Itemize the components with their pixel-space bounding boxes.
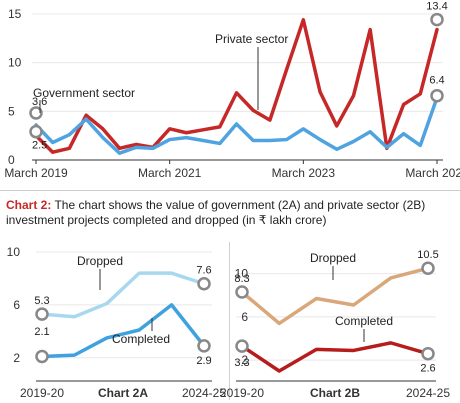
chart2-caption: Chart 2: The chart shows the value of go… bbox=[6, 198, 456, 228]
government-start-marker bbox=[29, 106, 43, 120]
completed-label: Completed bbox=[335, 314, 393, 328]
section-divider bbox=[0, 190, 460, 191]
y-tick-label: 0 bbox=[8, 153, 15, 167]
y-tick-label: 6 bbox=[241, 310, 248, 324]
completed-label: Completed bbox=[112, 332, 170, 346]
completed-line bbox=[40, 303, 206, 359]
government-sector-line bbox=[34, 95, 439, 155]
completed-end-marker bbox=[197, 339, 211, 353]
y-tick-label: 6 bbox=[13, 298, 20, 312]
y-tick-label: 10 bbox=[7, 245, 21, 259]
dropped-start-value: 5.3 bbox=[34, 295, 49, 307]
dropped-line bbox=[240, 266, 430, 326]
chart2-caption-title: Chart 2: bbox=[6, 198, 52, 212]
y-tick-label: 10 bbox=[8, 56, 22, 70]
private-sector-label: Private sector bbox=[215, 32, 288, 46]
panel-title: Chart 2A bbox=[98, 386, 148, 400]
x-tick-label: March 2025 bbox=[405, 166, 460, 180]
private-end-marker bbox=[430, 12, 444, 27]
y-tick-label: 10 bbox=[235, 267, 249, 281]
x-tick-label: 2024-25 bbox=[406, 386, 450, 400]
dropped-end-marker bbox=[197, 276, 211, 291]
private-start-marker bbox=[29, 124, 43, 139]
x-tick-label: March 2021 bbox=[138, 166, 202, 180]
x-tick-label: 2019-20 bbox=[20, 386, 64, 400]
private-start-value: 2.5 bbox=[32, 140, 47, 152]
completed-line bbox=[240, 341, 430, 373]
completed-start-marker bbox=[235, 339, 249, 353]
chart-2a: 2 6 10 2019-20 2024-25 Chart 2A 5.3 2.1 7.6 2.9 Dr… bbox=[7, 245, 227, 400]
government-end-value: 6.4 bbox=[429, 75, 444, 87]
y-tick-label: 2 bbox=[241, 353, 248, 367]
dropped-end-value: 10.5 bbox=[417, 249, 438, 261]
completed-end-value: 2.6 bbox=[420, 363, 435, 375]
completed-end-marker bbox=[421, 346, 435, 361]
dropped-label: Dropped bbox=[310, 251, 356, 265]
private-end-value: 13.4 bbox=[426, 1, 447, 13]
x-tick-label: 2024-25 bbox=[182, 386, 226, 400]
dropped-end-value: 7.6 bbox=[196, 265, 211, 277]
x-tick-label: March 2023 bbox=[272, 166, 336, 180]
dropped-line bbox=[40, 271, 206, 319]
chart-2b: 2 6 10 2019-20 2024-25 Chart 2B 8.3 3.3 10.5 2.6 D… bbox=[220, 249, 450, 400]
dropped-start-value: 8.3 bbox=[234, 273, 249, 285]
y-tick-label: 15 bbox=[8, 7, 22, 21]
top-line-chart: 0 5 10 15 March 2019 March 2021 March 2023 Marc… bbox=[4, 1, 460, 180]
completed-start-value: 3.3 bbox=[234, 357, 249, 369]
completed-start-marker bbox=[35, 349, 49, 364]
y-tick-label: 2 bbox=[13, 351, 20, 365]
dropped-start-marker bbox=[235, 285, 249, 299]
government-sector-label: Government sector bbox=[33, 86, 135, 100]
private-sector-line bbox=[34, 18, 439, 154]
government-end-marker bbox=[430, 88, 444, 103]
y-tick-label: 5 bbox=[8, 104, 15, 118]
chart2-caption-text: The chart shows the value of government … bbox=[6, 198, 426, 227]
dropped-label: Dropped bbox=[77, 254, 123, 268]
completed-start-value: 2.1 bbox=[34, 326, 49, 338]
completed-end-value: 2.9 bbox=[196, 355, 211, 367]
x-tick-label: 2019-20 bbox=[220, 386, 264, 400]
panel-separator bbox=[229, 242, 230, 400]
x-tick-label: March 2019 bbox=[4, 166, 68, 180]
dropped-start-marker bbox=[35, 307, 49, 321]
panel-title: Chart 2B bbox=[310, 386, 360, 400]
dropped-end-marker bbox=[421, 261, 435, 275]
